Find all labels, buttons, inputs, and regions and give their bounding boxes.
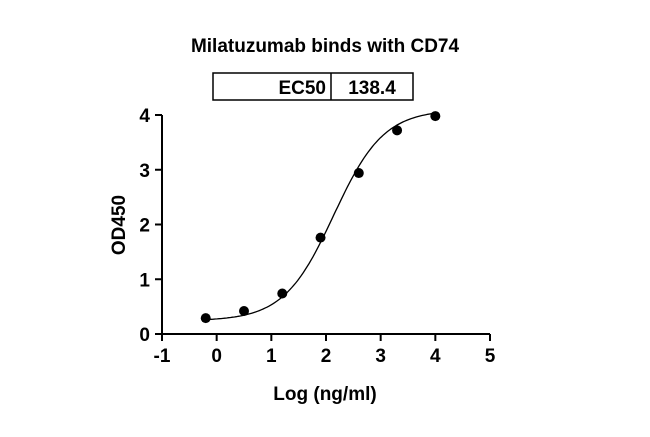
y-tick-label: 0 xyxy=(139,325,150,346)
data-point xyxy=(277,288,288,299)
y-tick-label: 3 xyxy=(139,161,150,182)
x-tick-label: 5 xyxy=(485,346,496,367)
data-point xyxy=(315,232,326,243)
ec50-value: 138.4 xyxy=(348,78,396,99)
ec50-label: EC50 xyxy=(278,78,326,99)
x-tick-label: 4 xyxy=(430,346,441,367)
data-point xyxy=(430,111,441,122)
x-tick-label: 2 xyxy=(321,346,332,367)
data-point xyxy=(392,125,403,136)
data-point xyxy=(200,313,211,324)
x-tick-label: -1 xyxy=(154,346,171,367)
data-point xyxy=(239,306,249,317)
x-tick-label: 1 xyxy=(266,346,277,367)
y-axis-label: OD450 xyxy=(109,195,130,255)
x-tick-label: 0 xyxy=(211,346,222,367)
y-tick-label: 1 xyxy=(139,270,150,291)
x-axis-label: Log (ng/ml) xyxy=(273,384,376,405)
y-tick-label: 2 xyxy=(139,216,150,237)
y-tick-label: 4 xyxy=(139,106,150,127)
x-tick-label: 3 xyxy=(375,346,386,367)
ec50-table: EC50 138.4 xyxy=(212,72,414,101)
ec50-table-border xyxy=(212,72,414,101)
data-point xyxy=(353,168,364,179)
fit-curve xyxy=(205,112,436,321)
chart-title: Milatuzumab binds with CD74 xyxy=(191,36,460,57)
